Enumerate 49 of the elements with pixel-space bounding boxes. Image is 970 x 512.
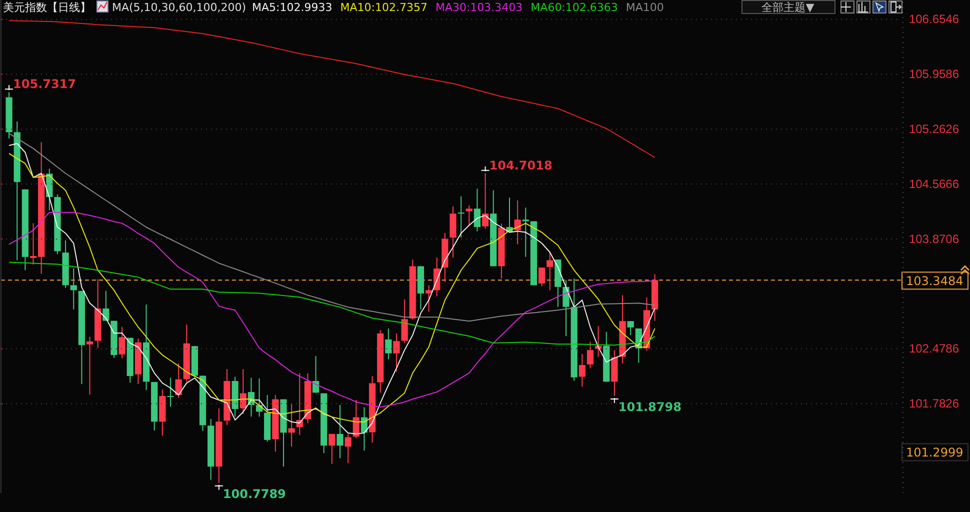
y-tick-label: 104.5666 <box>908 176 960 191</box>
text: MA30:103.3403 <box>435 1 523 14</box>
text: MA5:102.9933 <box>252 1 332 14</box>
candlestick <box>288 402 295 448</box>
candlestick <box>86 336 94 396</box>
annotation: 105.7317 <box>13 77 76 92</box>
y-tick-label: 103.8706 <box>908 232 960 246</box>
candlestick <box>514 200 521 245</box>
candlestick <box>401 298 408 344</box>
candlestick <box>458 196 464 238</box>
text: MA60:102.6363 <box>530 1 618 14</box>
y-tick-label: 102.4786 <box>908 342 960 356</box>
candlestick <box>393 332 400 372</box>
candlestick <box>466 204 472 226</box>
candlestick <box>522 207 529 258</box>
candlestick <box>118 326 126 359</box>
candlestick <box>450 206 456 258</box>
annotation: 101.8798 <box>618 400 682 414</box>
candlestick <box>586 341 594 369</box>
y-tick-label: 105.9586 <box>908 67 960 82</box>
candlestick <box>546 251 554 291</box>
chart-title: 美元指数【日线】 <box>2 1 91 14</box>
candlestick <box>578 354 586 388</box>
candlestick <box>385 328 392 360</box>
candlestick <box>426 284 432 312</box>
line-series <box>8 20 656 158</box>
candlestick <box>562 280 570 337</box>
text: 101.2999 <box>906 446 964 460</box>
candlestick <box>344 433 352 464</box>
candlestick <box>627 320 634 336</box>
text: 全部主题▼ <box>762 1 815 14</box>
annotation: 100.7789 <box>222 486 286 501</box>
text: MA10:102.7357 <box>340 1 428 14</box>
y-tick-label: 106.6546 <box>908 12 960 26</box>
candlestick <box>482 172 489 230</box>
candlestick <box>336 404 344 459</box>
candlestick <box>167 377 174 408</box>
candlestick <box>70 268 77 310</box>
text: MA100 <box>626 1 664 14</box>
candlestick <box>328 433 336 464</box>
candlestick <box>538 267 546 287</box>
chart-subtitle: MA(5,10,30,60,100,200) <box>112 1 246 14</box>
y-tick-label: 101.7826 <box>908 396 960 410</box>
y-tick-label: 105.2626 <box>908 122 960 136</box>
ref-line-label: 103.3484 <box>906 274 964 288</box>
candlestick <box>474 188 481 232</box>
annotation: 104.7018 <box>489 158 552 172</box>
candlestick <box>175 362 182 398</box>
candlestick <box>102 290 110 322</box>
